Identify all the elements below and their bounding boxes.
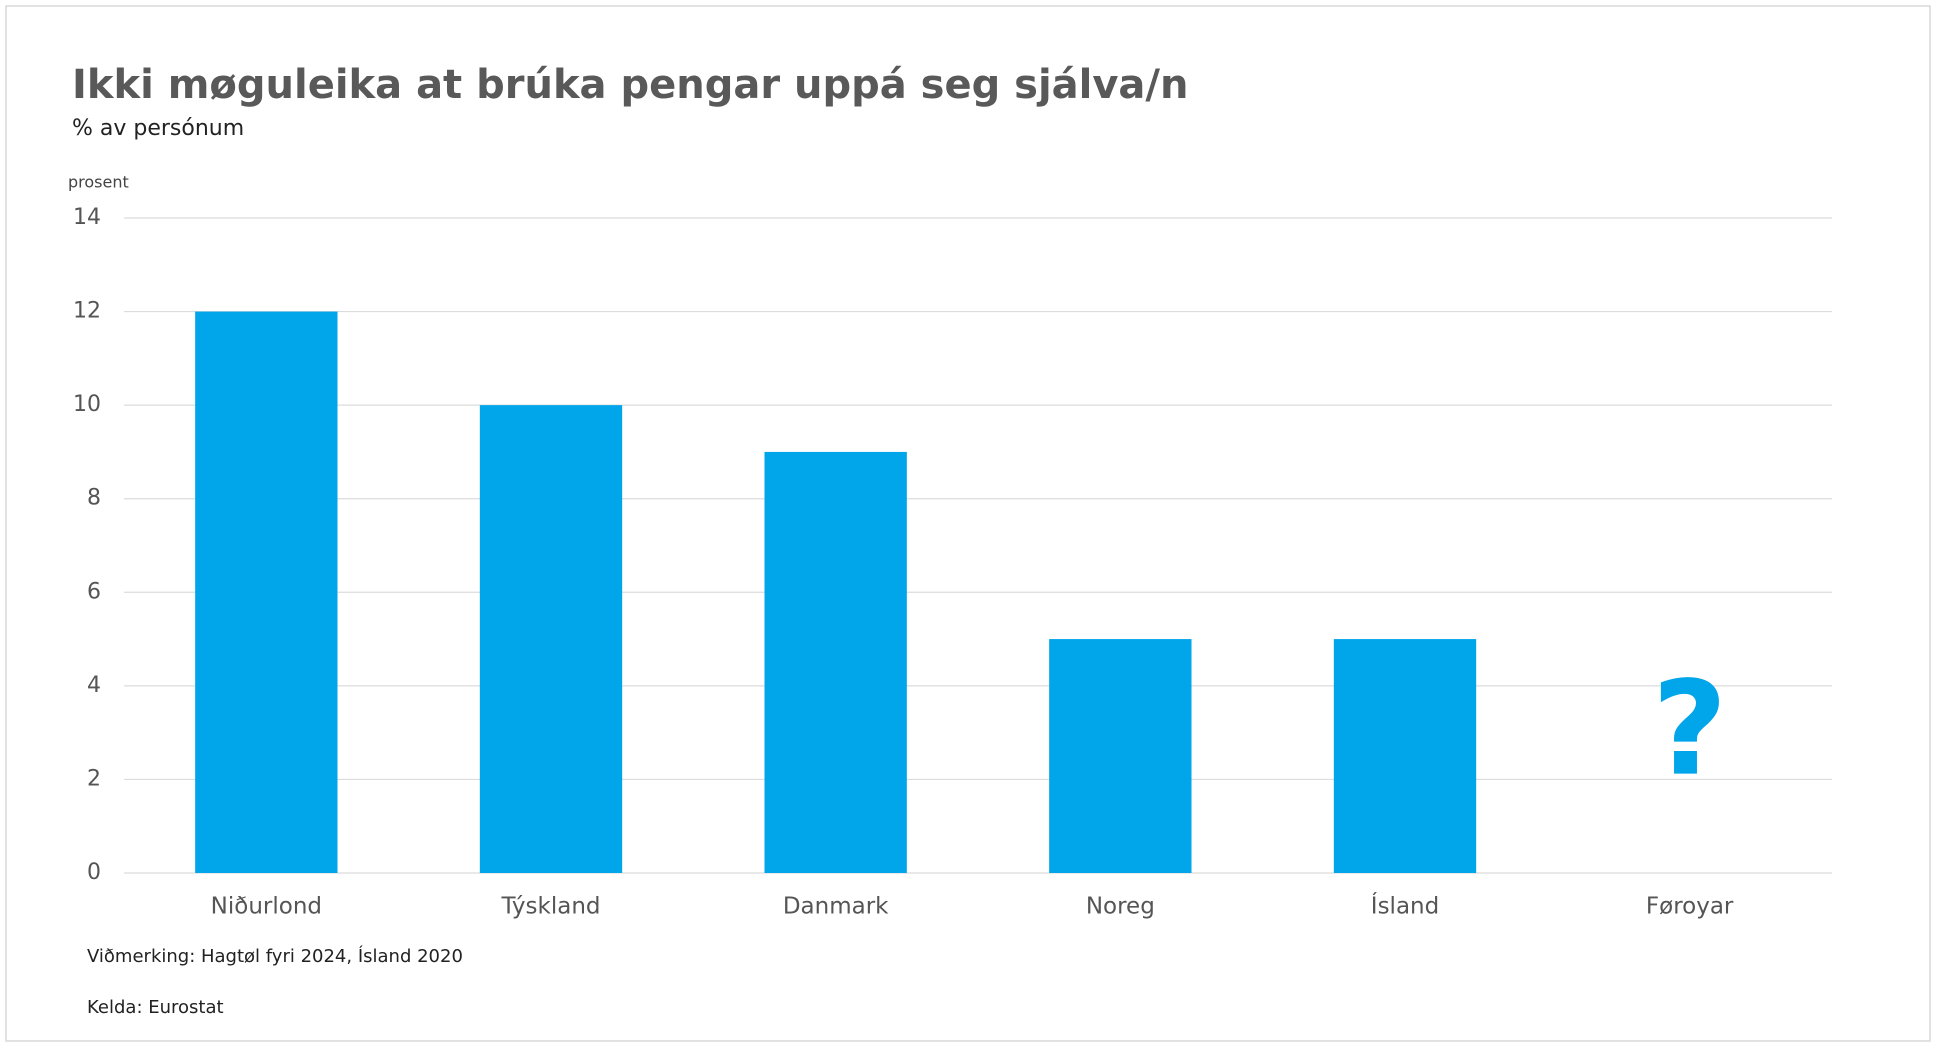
missing-marker: ? — [1652, 653, 1727, 805]
y-tick-label: 12 — [73, 299, 101, 324]
bar — [479, 405, 623, 873]
y-tick-label: 14 — [73, 205, 101, 230]
bar — [1333, 639, 1477, 873]
y-axis-label: prosent — [68, 173, 129, 192]
bar — [195, 311, 338, 874]
y-tick-label: 8 — [87, 486, 101, 511]
source: Kelda: Eurostat — [87, 997, 224, 1018]
note: Viðmerking: Hagtøl fyri 2024, Ísland 202… — [87, 945, 463, 967]
bar — [1049, 639, 1192, 873]
x-tick-label: Noreg — [1086, 894, 1155, 920]
x-tick-label: Danmark — [783, 894, 889, 920]
x-tick-label: Ísland — [1371, 892, 1439, 920]
y-tick-label: 6 — [87, 579, 101, 604]
x-tick-label: Føroyar — [1646, 894, 1734, 920]
y-tick-label: 0 — [87, 860, 101, 885]
chart-subtitle: % av persónum — [72, 116, 244, 141]
x-tick-label: Niðurlond — [211, 894, 322, 920]
y-tick-label: 2 — [87, 766, 101, 791]
chart-title: Ikki møguleika at brúka pengar uppá seg … — [72, 62, 1189, 108]
x-tick-label: Týskland — [500, 894, 600, 920]
bar — [764, 451, 907, 873]
y-tick-label: 4 — [87, 673, 101, 698]
y-tick-label: 10 — [73, 392, 101, 417]
